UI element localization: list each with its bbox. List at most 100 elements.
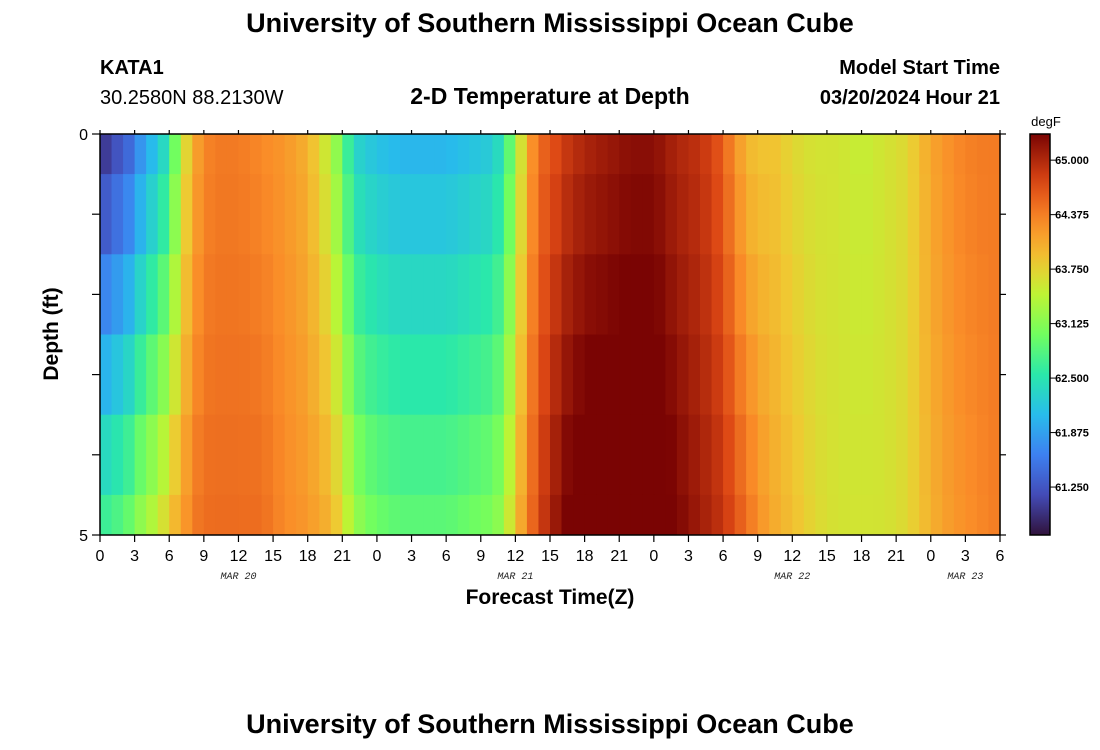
heatmap-cell: [123, 334, 136, 416]
heatmap-cell: [157, 414, 170, 496]
heatmap-cell: [538, 334, 551, 416]
heatmap-cell: [976, 334, 990, 416]
heatmap-cell: [584, 414, 597, 496]
colorbar-tick-label: 61.875: [1055, 428, 1089, 440]
heatmap-cell: [930, 494, 943, 536]
heatmap-cell: [400, 414, 413, 496]
heatmap-cell: [169, 134, 182, 175]
heatmap-cell: [273, 254, 286, 335]
heatmap-cell: [503, 174, 516, 255]
heatmap-cell: [619, 334, 632, 416]
heatmap-cell: [815, 134, 828, 175]
heatmap-cell: [273, 494, 286, 536]
heatmap-cell: [180, 334, 193, 416]
heatmap-cell: [319, 254, 332, 335]
heatmap-cell: [896, 174, 909, 255]
heatmap-cell: [296, 334, 309, 416]
heatmap-cell: [653, 174, 666, 255]
heatmap-cell: [838, 494, 851, 536]
heatmap-cell: [873, 134, 886, 175]
heatmap-cell: [515, 174, 528, 255]
heatmap-cell: [342, 414, 355, 496]
x-tick-label: 6: [442, 548, 451, 565]
heatmap-cell: [226, 494, 240, 536]
heatmap-cell: [976, 254, 990, 335]
heatmap-cell: [134, 134, 147, 175]
heatmap-cell: [123, 174, 136, 255]
heatmap-cell: [400, 174, 413, 255]
heatmap-cell: [169, 174, 182, 255]
heatmap-cell: [665, 134, 678, 175]
heatmap-cells: [100, 134, 1001, 536]
heatmap-cell: [538, 174, 551, 255]
heatmap-cell: [792, 134, 805, 175]
heatmap-cell: [826, 414, 840, 496]
heatmap-cell: [480, 134, 493, 175]
heatmap-cell: [503, 414, 516, 496]
heatmap-cell: [861, 254, 874, 335]
heatmap-cell: [780, 174, 793, 255]
heatmap-cell: [192, 494, 205, 536]
heatmap-cell: [492, 494, 505, 536]
heatmap-cell: [284, 134, 297, 175]
heatmap-cell: [157, 134, 170, 175]
heatmap-cell: [988, 134, 1001, 175]
heatmap-cell: [700, 334, 713, 416]
heatmap-cell: [826, 174, 840, 255]
heatmap-cell: [515, 334, 528, 416]
heatmap-cell: [561, 414, 574, 496]
heatmap-cell: [319, 134, 332, 175]
heatmap-cell: [596, 494, 609, 536]
heatmap-cell: [780, 414, 793, 496]
heatmap-cell: [238, 494, 251, 536]
heatmap-cell: [111, 254, 124, 335]
heatmap-cell: [365, 494, 378, 536]
heatmap-cell: [100, 414, 113, 496]
heatmap-cell: [988, 254, 1001, 335]
heatmap-cell: [250, 134, 263, 175]
heatmap-cell: [307, 174, 320, 255]
heatmap-cell: [746, 494, 759, 536]
heatmap-cell: [965, 414, 978, 496]
heatmap-cell: [388, 494, 401, 536]
heatmap-cell: [953, 414, 966, 496]
heatmap-cell: [976, 414, 990, 496]
heatmap-cell: [930, 174, 943, 255]
heatmap-cell: [596, 334, 609, 416]
heatmap-cell: [723, 134, 736, 175]
heatmap-cell: [469, 174, 482, 255]
heatmap-cell: [792, 174, 805, 255]
heatmap-cell: [134, 174, 147, 255]
heatmap-cell: [700, 254, 713, 335]
heatmap-cell: [434, 334, 447, 416]
heatmap-cell: [953, 134, 966, 175]
heatmap-cell: [896, 414, 909, 496]
heatmap-cell: [111, 134, 124, 175]
heatmap-cell: [676, 254, 690, 335]
heatmap-cell: [607, 174, 620, 255]
heatmap-cell: [584, 174, 597, 255]
heatmap-cell: [550, 494, 563, 536]
heatmap-cell: [607, 334, 620, 416]
heatmap-cell: [792, 254, 805, 335]
heatmap-cell: [342, 174, 355, 255]
heatmap-cell: [734, 414, 747, 496]
heatmap-cell: [711, 494, 724, 536]
heatmap-cell: [976, 494, 990, 536]
heatmap-cell: [388, 134, 401, 175]
heatmap-cell: [515, 414, 528, 496]
heatmap-cell: [630, 174, 643, 255]
heatmap-cell: [861, 494, 874, 536]
heatmap-cell: [873, 334, 886, 416]
heatmap-cell: [157, 334, 170, 416]
heatmap-cell: [457, 494, 470, 536]
heatmap-cell: [526, 174, 540, 255]
heatmap-cell: [296, 174, 309, 255]
x-tick-label: 6: [165, 548, 174, 565]
heatmap-cell: [307, 414, 320, 496]
heatmap-cell: [376, 494, 390, 536]
heatmap-cell: [226, 414, 240, 496]
heatmap-cell: [676, 134, 690, 175]
heatmap-cell: [180, 174, 193, 255]
heatmap-cell: [411, 174, 424, 255]
